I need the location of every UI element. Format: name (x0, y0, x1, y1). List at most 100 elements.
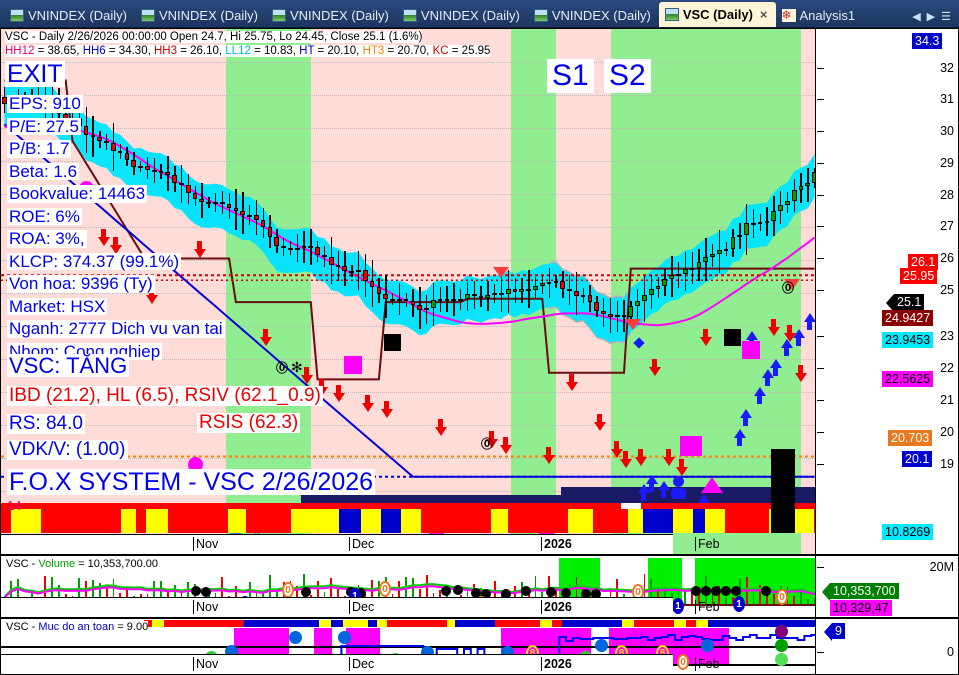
safety-tickmark (817, 652, 824, 653)
tab-prev-icon[interactable]: ◀ (912, 11, 921, 23)
candle-body-down (601, 311, 606, 314)
buy-arrow-icon (649, 483, 654, 492)
safety-ribbon-seg-17 (634, 620, 674, 627)
price-gridline-0 (1, 62, 815, 63)
indicator-hh6: HH6 (82, 45, 106, 57)
tab-vnindex-5[interactable]: VNINDEX (Daily) (528, 3, 659, 27)
candle-body-down (444, 298, 450, 301)
tab-vnindex-3[interactable]: VNINDEX (Daily) (266, 3, 397, 27)
tab-next-icon[interactable]: ▶ (926, 11, 936, 23)
volume-bar (153, 580, 156, 604)
safety-ribbon-seg-5 (331, 620, 343, 627)
candle-body-down (83, 125, 89, 136)
candle-body-up (213, 202, 218, 205)
tab-vsc[interactable]: VSC (Daily) × (658, 2, 776, 27)
magenta-triangle-up-icon (701, 477, 723, 493)
safety-axis-marker: 0 (677, 654, 689, 670)
sell-arrow-icon (597, 414, 602, 423)
price-tick-30: 30 (940, 124, 954, 138)
tab-label: VNINDEX (Daily) (28, 7, 127, 23)
volume-plot-area[interactable]: VSC - Volume = 10,353,700.00 11100100001… (1, 556, 816, 617)
rsis-label: RSIS (62.3) (197, 412, 301, 433)
price-tick-19: 19 (940, 457, 954, 471)
chart-icon (271, 8, 286, 22)
price-tickmark-5 (817, 226, 824, 227)
sell-arrow-icon (787, 325, 792, 334)
tab-bar: VNINDEX (Daily) VNINDEX (Daily) VNINDEX … (0, 0, 959, 28)
sell-arrow-icon (113, 237, 118, 246)
pill-arrow-icon (886, 294, 894, 312)
ribbon-upper-seg-1 (241, 503, 441, 509)
magenta-square-marker (680, 436, 702, 456)
info-row-9: Market: HSX (7, 296, 108, 316)
sell-arrow-icon (767, 327, 780, 336)
volume-bar (418, 588, 421, 604)
buy-arrow-icon (661, 489, 666, 498)
candle-body-up (546, 282, 552, 285)
tab-label: VNINDEX (Daily) (289, 7, 389, 23)
volume-bar (813, 597, 815, 604)
volume-dot-marker (721, 586, 731, 596)
volume-bar (92, 579, 94, 604)
sell-arrow-icon (542, 455, 555, 464)
sell-arrow-icon (623, 451, 628, 460)
volume-bar (718, 586, 721, 604)
safety-ribbon-seg-20 (696, 620, 708, 627)
safety-ribbon-seg-6 (343, 620, 368, 627)
date-label-feb: Feb (695, 537, 720, 551)
candle-body-down (403, 298, 409, 302)
candle-body-up (553, 281, 559, 284)
asterisk-icon: ✻ (291, 359, 303, 375)
tab-vnindex-1[interactable]: VNINDEX (Daily) (4, 3, 135, 27)
volume-scale[interactable]: 20M 10,353,700 10,329,47 (816, 556, 958, 617)
buy-arrow-icon (697, 494, 710, 503)
safety-ribbon-seg-1 (152, 620, 164, 627)
rs-label: RS: 84.0 (7, 413, 85, 434)
tab-menu-icon[interactable]: ☰ (941, 11, 951, 23)
buy-arrow-icon (769, 359, 782, 368)
buy-arrow-icon (773, 367, 778, 376)
sell-arrow-icon (434, 427, 447, 436)
volume-signal-marker: 1 (733, 596, 745, 612)
candle-body-down (226, 203, 232, 208)
volume-title-symbol: VSC - (6, 558, 39, 570)
buy-arrow-icon (743, 417, 748, 426)
safety-panel[interactable]: VSC - Muc do an toan = 9.00 888101010110… (0, 618, 959, 675)
ribbon-segment-24 (725, 509, 769, 533)
safety-ribbon-seg-7 (368, 620, 377, 627)
sell-arrow-icon (503, 437, 508, 446)
price-plot-area[interactable]: ✳✳⓪⓪⓪✻ VSC - Daily 2/26/2026 00:00:00 Op… (1, 29, 816, 554)
volume-bar (235, 586, 237, 604)
candle-body-up (703, 256, 708, 263)
price-pill-24.9427: 24.9427 (882, 310, 934, 326)
candle-body-up (791, 189, 797, 201)
tab-analysis1[interactable]: ❄ Analysis1 (776, 3, 864, 27)
sell-arrow-icon (648, 367, 661, 376)
candle-body-down (253, 215, 259, 220)
candle-body-up (798, 186, 804, 190)
candle-body-down (349, 271, 354, 273)
candle-body-up (539, 283, 545, 287)
buy-arrow-icon (784, 347, 789, 356)
volume-panel[interactable]: VSC - Volume = 10,353,700.00 11100100001… (0, 555, 959, 618)
ribbon-upper-strip (1, 503, 815, 509)
candle-body-up (696, 262, 702, 268)
tab-vnindex-2[interactable]: VNINDEX (Daily) (135, 3, 266, 27)
price-scale[interactable]: 32 31 30 29 28 27 26 25 23 22 21 20 19 34.3 26.1 25.95 2… (816, 29, 958, 554)
sell-arrow-icon (109, 245, 122, 254)
candle-body-up (676, 274, 681, 277)
volume-bar (806, 599, 809, 604)
price-gridline-4 (1, 194, 815, 195)
candle-body-down (383, 293, 389, 299)
candle-body-up (662, 278, 668, 286)
safety-plot-area[interactable]: VSC - Muc do an toan = 9.00 888101010110… (1, 619, 816, 674)
sell-arrow-icon (565, 382, 578, 391)
safety-ribbon-seg-9 (387, 620, 447, 627)
price-chart-panel[interactable]: ✳✳⓪⓪⓪✻ VSC - Daily 2/26/2026 00:00:00 Op… (0, 28, 959, 555)
sell-arrow-icon (610, 449, 623, 458)
close-icon[interactable]: × (759, 7, 768, 22)
tab-vnindex-4[interactable]: VNINDEX (Daily) (397, 3, 528, 27)
candle-body-down (124, 152, 130, 160)
candle-body-down (206, 202, 211, 205)
